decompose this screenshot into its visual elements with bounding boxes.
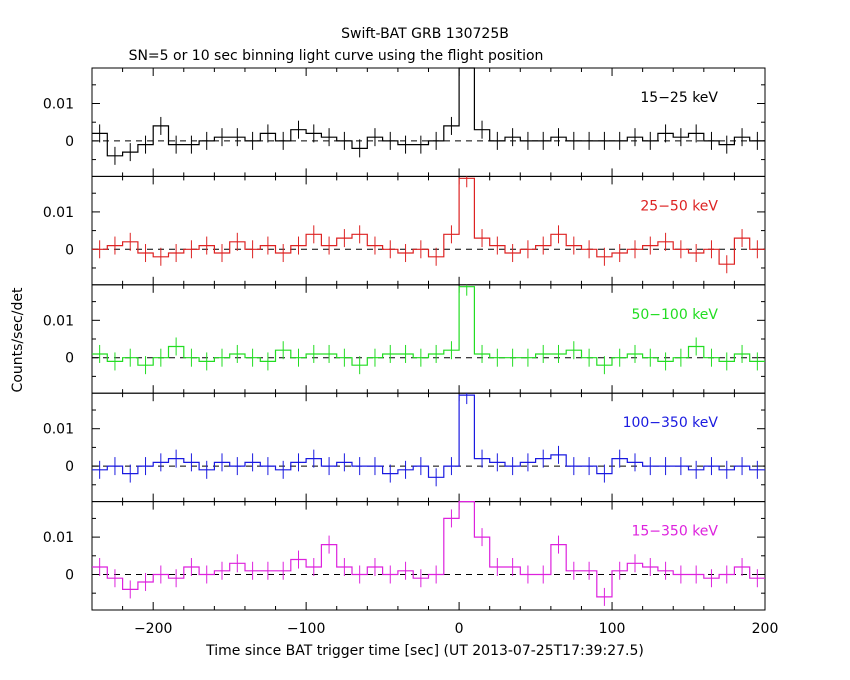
panel-3: 0 0.01 50−100 keV — [43, 284, 766, 394]
panel-label: 15−350 keV — [631, 524, 718, 540]
y-tick-label: 0.01 — [43, 422, 74, 438]
y-tick-label: 0.01 — [43, 313, 74, 329]
chart-title: Swift-BAT GRB 130725B — [341, 26, 509, 42]
series-line — [92, 177, 765, 265]
y-tick-label: 0 — [65, 134, 74, 150]
panel-frame — [91, 392, 766, 503]
panels-group: 0 0.01 15−25 keV 0 0.01 25−50 keV 0 0.01 50−100 … — [43, 67, 779, 637]
chart-subtitle: SN=5 or 10 sec binning light curve using… — [129, 48, 544, 64]
panel-frame — [91, 175, 766, 286]
series-line — [92, 501, 765, 598]
y-tick-label: 0.01 — [43, 205, 74, 221]
x-tick-label: 100 — [599, 621, 626, 637]
panel-frame — [91, 284, 766, 394]
y-tick-label: 0.01 — [43, 530, 74, 546]
y-tick-label: 0 — [65, 351, 74, 367]
y-tick-label: 0 — [65, 459, 74, 475]
panel-frame — [91, 67, 766, 177]
x-tick-label: 0 — [455, 621, 464, 637]
x-tick-label: −100 — [287, 621, 325, 637]
series-line — [92, 67, 765, 157]
panel-2: 0 0.01 25−50 keV — [43, 175, 766, 286]
panel-label: 50−100 keV — [631, 307, 718, 323]
panel-1: 0 0.01 15−25 keV — [43, 67, 766, 177]
x-tick-label: −200 — [134, 621, 172, 637]
panel-frame — [91, 501, 766, 611]
y-tick-label: 0.01 — [43, 97, 74, 113]
x-axis-label: Time since BAT trigger time [sec] (UT 20… — [205, 643, 644, 659]
series-line — [92, 394, 765, 478]
panel-label: 100−350 keV — [623, 415, 719, 431]
x-tick-label: 200 — [752, 621, 779, 637]
series-line — [92, 286, 765, 366]
y-tick-label: 0 — [65, 567, 74, 583]
panel-4: 0 0.01 100−350 keV — [43, 392, 766, 503]
y-axis-label: Counts/sec/det — [10, 287, 26, 392]
panel-label: 15−25 keV — [640, 90, 718, 106]
panel-5: 0 0.01 15−350 keV — [43, 501, 766, 611]
y-tick-label: 0 — [65, 242, 74, 258]
panel-label: 25−50 keV — [640, 198, 718, 214]
